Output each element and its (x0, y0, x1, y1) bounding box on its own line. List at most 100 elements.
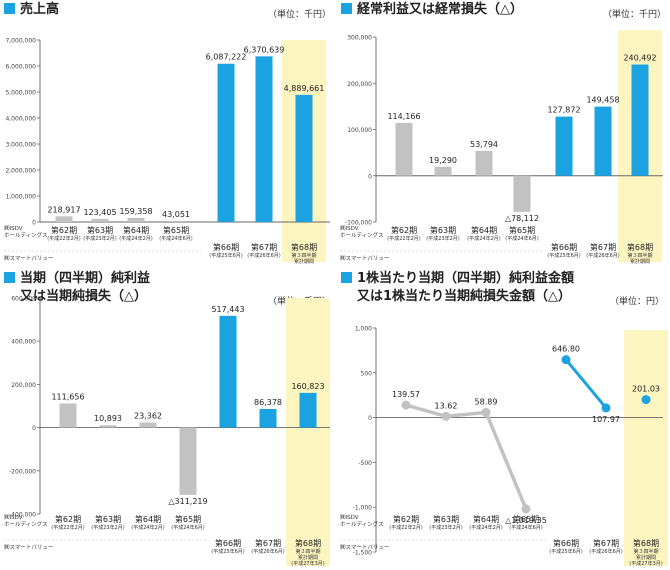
highlight-column (624, 330, 668, 566)
bar-第66期 (555, 116, 573, 176)
data-label: 53,794 (470, 140, 498, 149)
bar-第67期 (594, 106, 612, 176)
company-label-smartvalue: ㈱スマートバリュー (340, 543, 389, 551)
data-label: 13.62 (435, 401, 458, 410)
category-sub-label: (平成24年6月) (505, 235, 538, 242)
data-label: 86,378 (254, 398, 282, 407)
category-sub-label: 第３四半期累計期間 (291, 252, 316, 265)
data-label: 139.57 (392, 390, 420, 399)
data-label: 19,290 (429, 156, 457, 165)
category-label: 第68期 (291, 242, 317, 252)
category-label: 第68期 (627, 242, 653, 252)
point-第68期 (641, 395, 651, 405)
bar-第64期 (475, 150, 493, 176)
data-label: 23,362 (134, 412, 162, 421)
category-sub-label: (平成24年6月) (159, 235, 192, 242)
y-tick-label: 200,000 (347, 81, 372, 88)
point-第66期 (561, 355, 571, 365)
bar-第62期 (59, 403, 77, 428)
point-第62期 (401, 400, 411, 410)
y-tick-label: 1,000,000 (5, 194, 36, 201)
category-sub-label: (平成24年6月) (171, 524, 204, 531)
category-label: 第68期 (295, 538, 321, 548)
title-marker-icon (341, 3, 352, 14)
category-label: 第65期 (163, 225, 189, 235)
company-label-isdv: ㈱ISDV ホールディングス (4, 513, 48, 528)
bar-第63期 (91, 218, 109, 222)
y-tick-label: 0 (32, 220, 36, 227)
category-sub-label: (平成26年6月) (251, 548, 284, 555)
category-sub-label: (平成22年2月) (51, 524, 84, 531)
y-tick-label: 5,000,000 (5, 90, 36, 97)
category-label: 第62期 (55, 514, 81, 524)
y-tick-label: 100,000 (347, 127, 372, 134)
data-label: 646.80 (552, 345, 580, 354)
data-label: 218,917 (47, 205, 80, 214)
category-label: 第64期 (473, 514, 499, 524)
data-label: △78,112 (505, 214, 539, 223)
category-label: 第63期 (87, 225, 113, 235)
y-tick-label: -1,500 (353, 550, 373, 557)
category-sub-label: (平成24年2月) (469, 524, 502, 531)
data-label: 201.03 (632, 385, 660, 394)
bar-第68期 (299, 392, 317, 428)
y-tick-label: 500 (361, 370, 373, 377)
y-tick-label: 3,000,000 (5, 142, 36, 149)
data-label: 240,492 (623, 54, 656, 63)
data-label: 107.97 (592, 415, 620, 424)
category-label: 第62期 (391, 225, 417, 235)
data-label: 43,051 (162, 210, 190, 219)
company-label-isdv: ㈱ISDV ホールディングス (340, 224, 384, 239)
y-tick-label: 2,000,000 (5, 168, 36, 175)
category-label: 第67期 (251, 242, 277, 252)
category-label: 第64期 (123, 225, 149, 235)
category-sub-label: (平成25年6月) (209, 252, 242, 259)
category-sub-label: (平成25年6月) (547, 252, 580, 259)
y-tick-label: -1,000 (353, 505, 373, 512)
category-label: 第63期 (433, 514, 459, 524)
category-sub-label: 第３四半期累計期間(平成27年3月) (291, 548, 324, 567)
point-第64期 (481, 407, 491, 417)
category-sub-label: (平成24年6月) (509, 524, 542, 531)
category-sub-label: (平成23年2月) (91, 524, 124, 531)
category-sub-label: 第３四半期累計期間 (627, 252, 652, 265)
title-marker-icon (4, 3, 15, 14)
category-label: 第66期 (553, 538, 579, 548)
bar-第67期 (255, 56, 273, 222)
bar-第65期 (167, 220, 185, 222)
category-label: 第64期 (471, 225, 497, 235)
data-label: 6,370,639 (244, 45, 285, 54)
category-sub-label: (平成22年2月) (389, 524, 422, 531)
company-label-isdv: ㈱ISDV ホールディングス (340, 513, 384, 528)
y-tick-label: 600,000 (11, 296, 36, 303)
y-tick-label: -100,000 (345, 220, 372, 227)
category-sub-label: (平成25年6月) (549, 548, 582, 555)
bar-第67期 (259, 408, 277, 428)
highlight-column (286, 298, 330, 566)
y-tick-label: -400,000 (9, 512, 36, 519)
category-sub-label: (平成26年6月) (247, 252, 280, 259)
title-marker-icon (4, 272, 15, 283)
data-label: △1,019.35 (505, 516, 547, 525)
point-第65期 (521, 504, 531, 514)
data-label: 10,893 (94, 414, 122, 423)
y-tick-label: 0 (32, 425, 36, 432)
chart-title-eps: 1株当たり当期（四半期）純利益金額 又は1株当たり当期純損失金額（△） (341, 270, 574, 306)
data-label: 160,823 (291, 382, 324, 391)
bar-第63期 (99, 425, 117, 428)
data-label: 127,872 (547, 106, 580, 115)
chart-title-ordinary: 経常利益又は経常損失（△） (341, 1, 523, 19)
category-label: 第65期 (509, 225, 535, 235)
title-marker-icon (341, 272, 352, 283)
company-label-smartvalue: ㈱スマートバリュー (340, 254, 389, 262)
bar-第65期 (179, 427, 197, 495)
y-tick-label: 400,000 (11, 339, 36, 346)
data-label: 4,889,661 (284, 84, 325, 93)
bar-第66期 (217, 63, 235, 223)
y-tick-label: -500 (358, 460, 372, 467)
unit-label-sales: （単位：千円） (268, 10, 332, 20)
point-第63期 (441, 411, 451, 421)
